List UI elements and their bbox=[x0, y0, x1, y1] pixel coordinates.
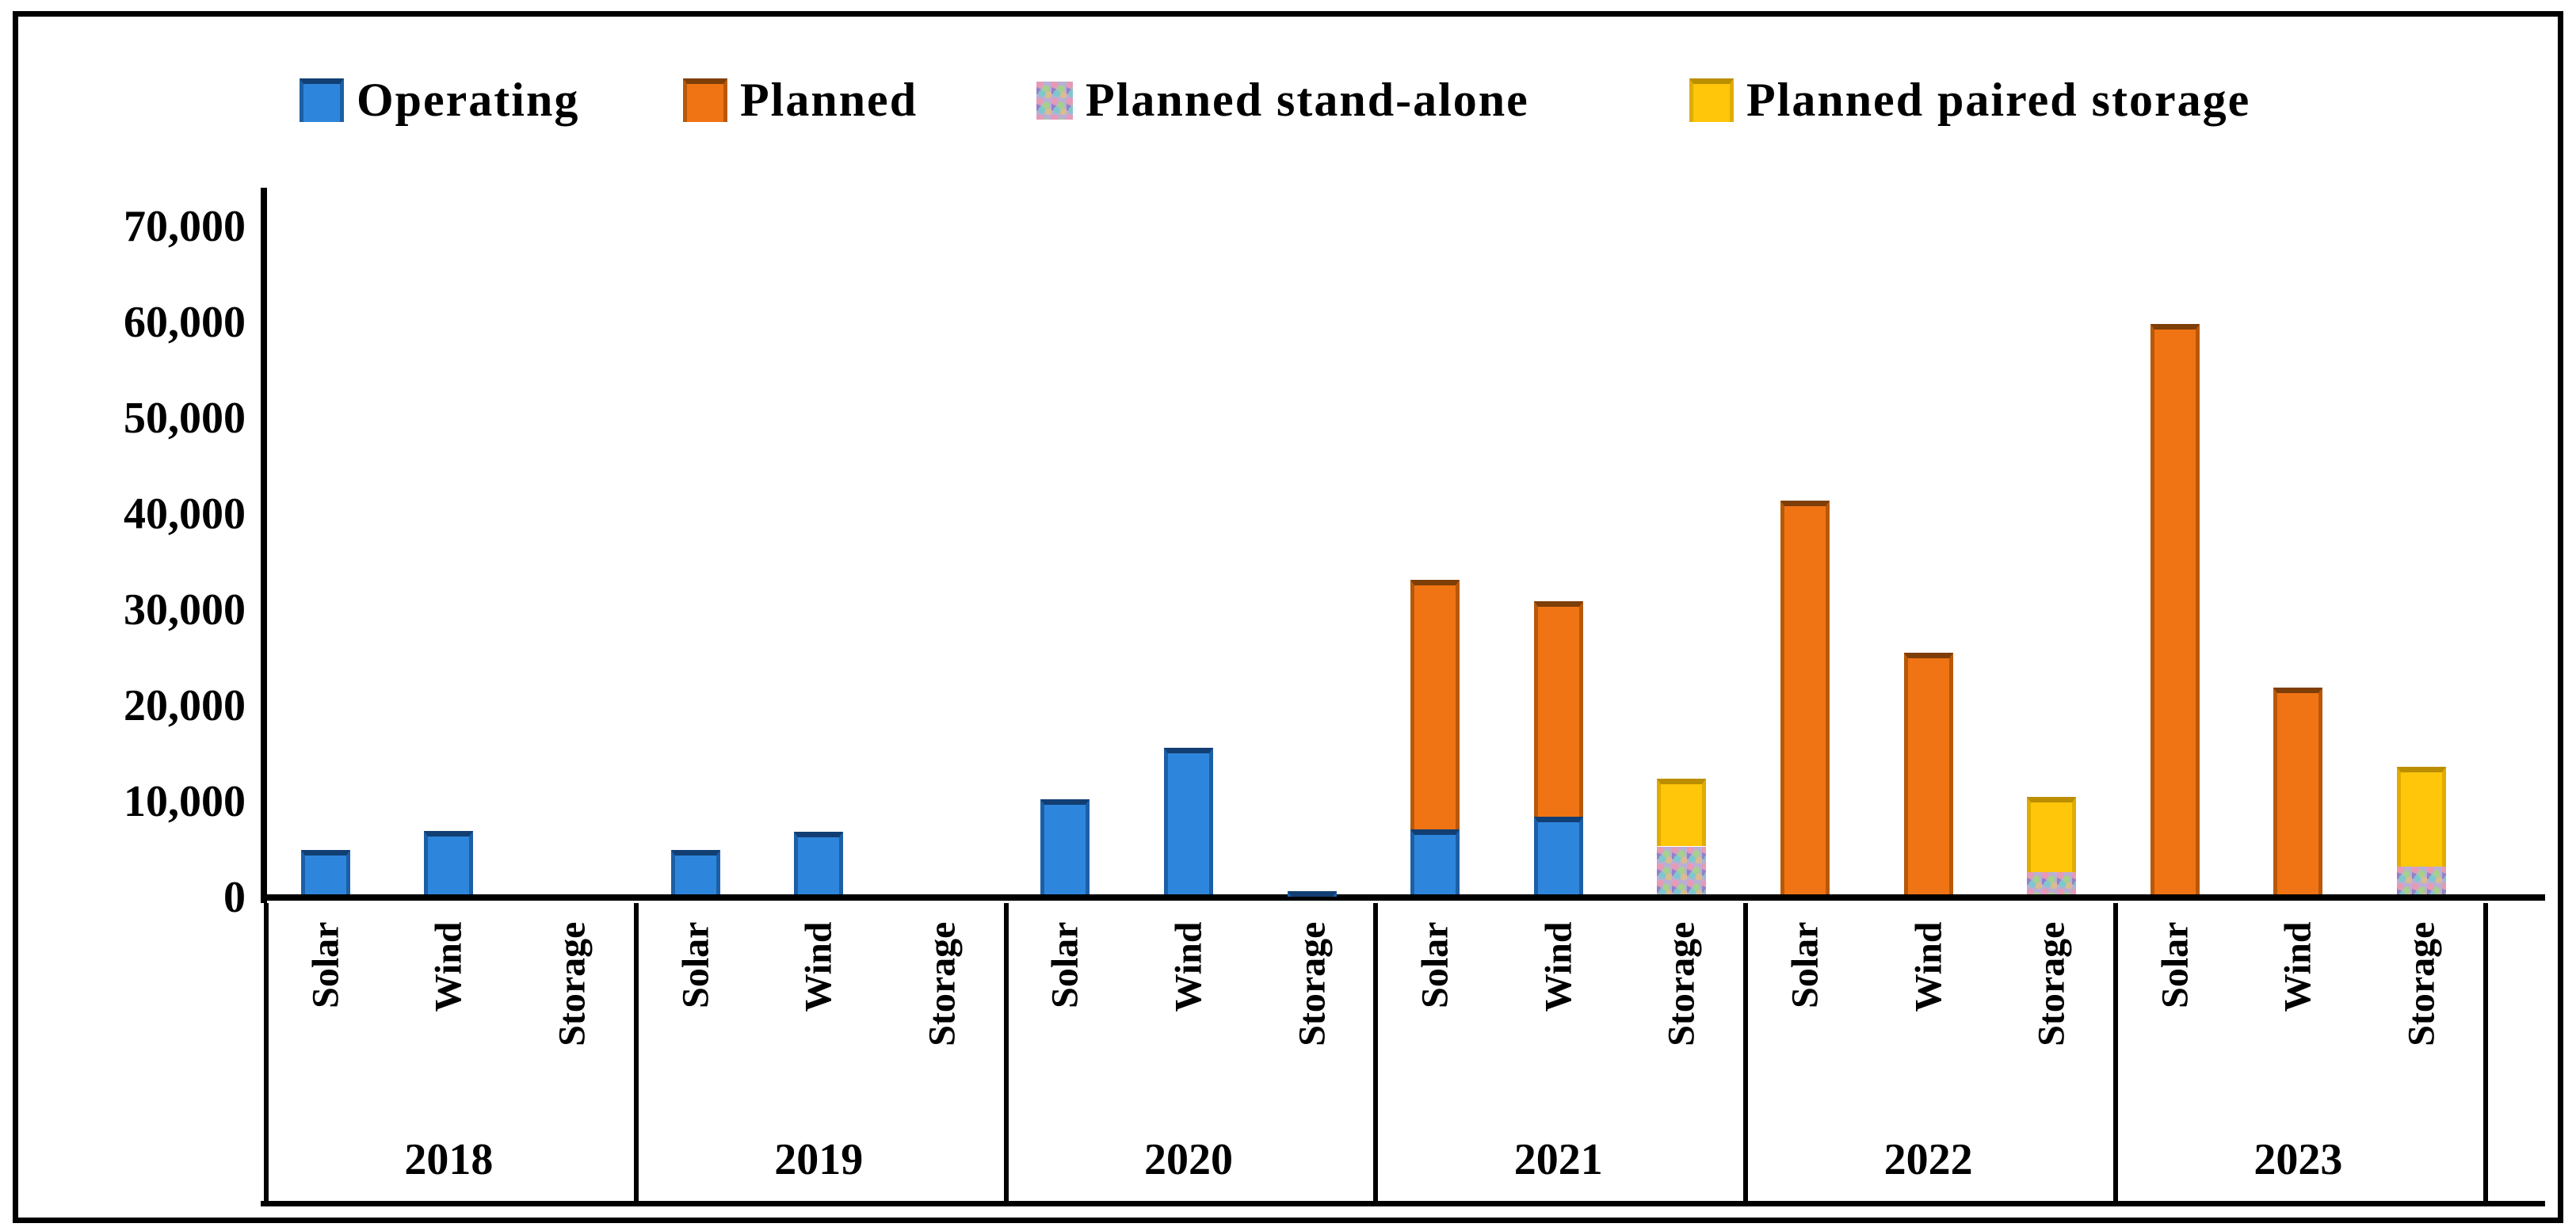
y-tick-50000: 50,000 bbox=[124, 394, 246, 443]
bar-2022-wind-planned bbox=[1903, 653, 1953, 894]
bar-2021-wind-planned bbox=[1533, 600, 1583, 817]
legend-label-operating: Operating bbox=[357, 74, 580, 126]
year-label-2019: 2019 bbox=[774, 1135, 864, 1184]
label-area-bottom-line bbox=[261, 1201, 2545, 1206]
legend-item-planned: Planned bbox=[683, 73, 918, 128]
bar-2019-solar-operating bbox=[670, 850, 720, 894]
bar-2023-storage-planned-stand-alone bbox=[2397, 866, 2446, 894]
legend-label-planned-paired-storage: Planned paired storage bbox=[1746, 74, 2251, 126]
legend-label-planned: Planned bbox=[740, 74, 918, 126]
legend-item-planned-paired-storage: Planned paired storage bbox=[1689, 73, 2250, 128]
bar-2021-solar-planned bbox=[1410, 580, 1460, 829]
year-box-2021 bbox=[1373, 903, 1743, 1201]
y-tick-70000: 70,000 bbox=[124, 202, 246, 251]
bar-2022-storage-planned-paired-storage bbox=[2027, 796, 2077, 873]
bar-2021-storage-planned-stand-alone bbox=[1657, 846, 1707, 894]
year-box-2023 bbox=[2113, 903, 2483, 1201]
bar-2020-solar-operating bbox=[1040, 799, 1090, 894]
bar-2018-solar-operating bbox=[300, 850, 350, 894]
y-tick-0: 0 bbox=[223, 873, 246, 922]
bar-2021-wind-operating bbox=[1533, 816, 1583, 894]
year-label-2023: 2023 bbox=[2254, 1135, 2343, 1184]
year-label-2021: 2021 bbox=[1513, 1135, 1603, 1184]
bar-2023-solar-planned bbox=[2150, 324, 2200, 894]
bar-2022-storage-planned-stand-alone bbox=[2027, 872, 2077, 894]
legend-item-planned-stand-alone: Planned stand-alone bbox=[1036, 73, 1529, 128]
year-label-2018: 2018 bbox=[404, 1135, 494, 1184]
bar-2022-solar-planned bbox=[1780, 500, 1830, 894]
y-tick-60000: 60,000 bbox=[124, 298, 246, 347]
figure-border bbox=[13, 11, 2563, 1223]
year-box-end-separator bbox=[2483, 903, 2488, 1201]
year-label-2022: 2022 bbox=[1883, 1135, 1973, 1184]
bar-2021-solar-operating bbox=[1410, 829, 1460, 894]
legend-swatch-operating-icon bbox=[300, 78, 344, 122]
bar-2021-storage-planned-paired-storage bbox=[1657, 778, 1707, 847]
y-tick-10000: 10,000 bbox=[124, 777, 246, 826]
y-axis-line bbox=[261, 188, 267, 903]
bar-2023-wind-planned bbox=[2273, 687, 2323, 894]
year-label-2020: 2020 bbox=[1143, 1135, 1233, 1184]
year-box-2019 bbox=[633, 903, 1004, 1201]
bar-2018-wind-operating bbox=[424, 831, 474, 894]
year-box-2018 bbox=[264, 903, 634, 1201]
x-axis-line bbox=[261, 894, 2545, 901]
bar-2020-storage-operating bbox=[1287, 891, 1337, 898]
legend-label-planned-stand-alone: Planned stand-alone bbox=[1086, 74, 1529, 126]
legend-swatch-planned-icon bbox=[683, 78, 727, 122]
bar-2023-storage-planned-paired-storage bbox=[2397, 767, 2446, 867]
y-tick-20000: 20,000 bbox=[124, 681, 246, 730]
legend-item-operating: Operating bbox=[300, 73, 579, 128]
year-box-2022 bbox=[1743, 903, 2113, 1201]
legend-swatch-planned-paired-storage-icon bbox=[1689, 78, 1734, 122]
y-tick-40000: 40,000 bbox=[124, 490, 246, 539]
legend-swatch-planned-stand-alone-icon bbox=[1036, 81, 1073, 120]
y-tick-30000: 30,000 bbox=[124, 585, 246, 635]
bar-2019-wind-operating bbox=[794, 832, 844, 894]
bar-2020-wind-operating bbox=[1164, 747, 1213, 894]
year-box-2020 bbox=[1003, 903, 1374, 1201]
